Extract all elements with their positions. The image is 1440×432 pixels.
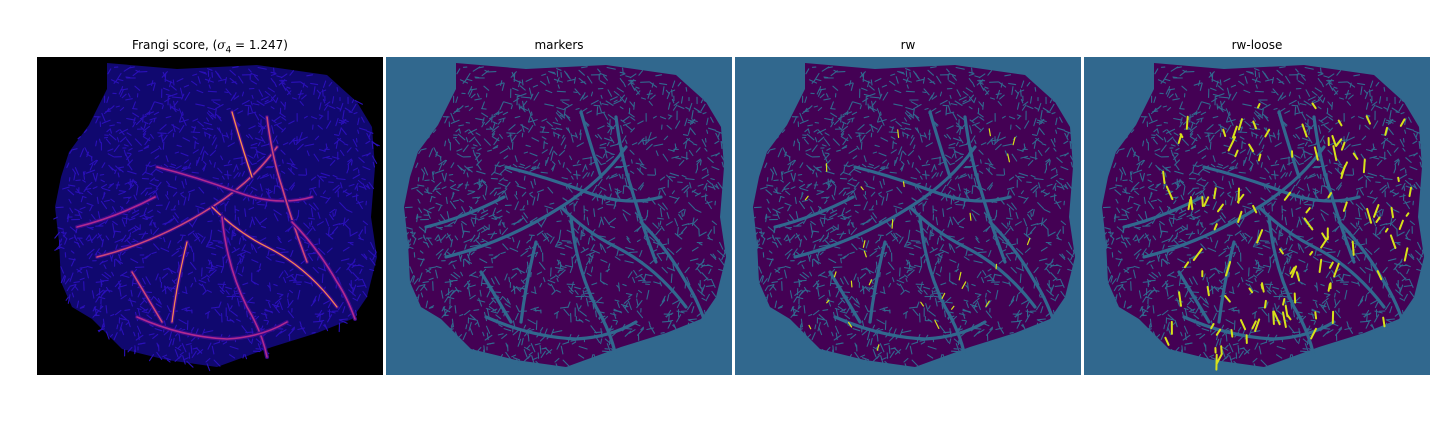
rw-loose-image [1084,57,1430,375]
frangi-score-svg [37,57,383,375]
rw-image [735,57,1081,375]
panel-title-rw: rw [900,38,916,52]
rw-svg [735,57,1081,375]
frangi-score-image [37,57,383,375]
markers-image [386,57,732,375]
markers-svg [386,57,732,375]
panel-title-rw-loose: rw-loose [1231,38,1283,52]
frangi-title-sigma: σ [217,38,226,52]
rw-loose-svg [1084,57,1430,375]
frangi-title-suffix: = 1.247) [231,38,288,52]
frangi-title-prefix: Frangi score, ( [132,38,218,52]
panel-title-markers: markers [534,38,584,52]
frangi-title-subscript: 4 [225,45,232,56]
panel-title-frangi: Frangi score, (σ4 = 1.247) [37,38,383,55]
